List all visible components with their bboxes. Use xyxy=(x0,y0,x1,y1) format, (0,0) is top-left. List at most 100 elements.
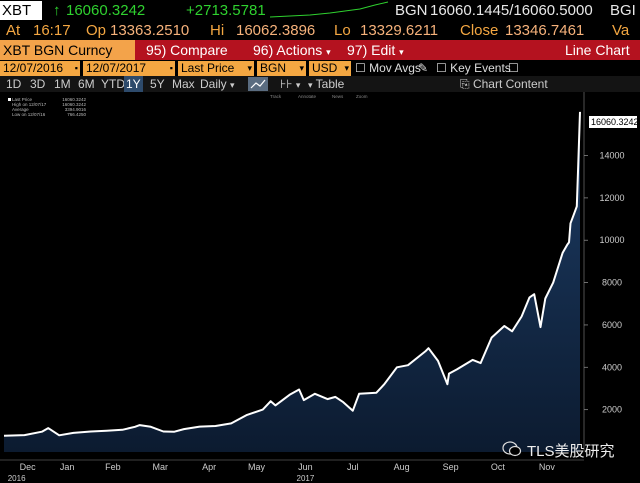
source-select[interactable]: BGN ▾ xyxy=(257,61,306,76)
x-tick-label: Jan xyxy=(60,462,75,472)
bid-ask: 16060.1445/16060.5000 xyxy=(430,2,593,19)
range-6m[interactable]: 6M xyxy=(78,77,95,91)
zoom-tool[interactable]: Zoom xyxy=(356,94,368,99)
chart-type-label: Line Chart xyxy=(565,42,630,58)
key-events-label: Key Events xyxy=(450,61,511,75)
quote-line-2: At 16:17 Op 13363.2510 Hi 16062.3896 Lo … xyxy=(0,21,640,41)
chart-content-label: Chart Content xyxy=(472,77,548,91)
mini-sparkline xyxy=(270,1,389,18)
security-title[interactable]: XBT BGN Curncy xyxy=(0,40,135,60)
at-label: At xyxy=(6,22,21,39)
legend-name: Low on 12/07/16 xyxy=(12,112,46,117)
bar-style-icon[interactable]: ⊦⊦ ▾ xyxy=(280,77,301,91)
legend-row: Average 3394.9016 xyxy=(8,107,86,112)
price-change: +2713.5781 xyxy=(186,2,266,19)
line-chart-icon[interactable] xyxy=(248,77,268,91)
legend-name: Average xyxy=(12,107,29,112)
range-max[interactable]: Max xyxy=(172,77,195,91)
legend-value: 16060.3242 xyxy=(62,102,86,107)
table-label: Table xyxy=(315,77,345,91)
x-tick-label: Dec xyxy=(20,462,37,472)
range-5y[interactable]: 5Y xyxy=(150,77,165,91)
price-chart[interactable]: 2000 4000 6000 8000 10000 12000 14000 Dec Jan Fe… xyxy=(0,92,640,483)
x-tick-label: Mar xyxy=(152,462,168,472)
menu-bar: XBT BGN Curncy 95) Compare 96) Actions ▾… xyxy=(0,40,640,60)
table-toggle[interactable]: ▾ Table xyxy=(308,76,344,93)
x-tick-label: Aug xyxy=(394,462,410,472)
edit-menu[interactable]: 97) Edit ▾ xyxy=(347,40,404,62)
y-tick-label: 8000 xyxy=(602,278,622,288)
legend-value: 3394.9016 xyxy=(64,107,86,112)
legend-name: Last Price xyxy=(12,97,33,102)
legend-row: Low on 12/07/16 766.4250 xyxy=(8,112,86,117)
x-tick-label: Jul xyxy=(347,462,359,472)
source-value: BGN xyxy=(260,61,287,75)
end-date-field[interactable]: 12/07/2017 ▪ xyxy=(83,61,175,76)
last-price: 16060.3242 xyxy=(66,2,146,19)
end-date-value: 12/07/2017 xyxy=(86,61,147,75)
table-caret-icon: ▾ xyxy=(308,80,313,90)
actions-menu[interactable]: 96) Actions ▾ xyxy=(253,40,331,62)
frequency-select[interactable]: Daily ▾ xyxy=(200,76,235,93)
track-tool[interactable]: Track xyxy=(270,94,282,99)
currency-value: USD xyxy=(312,61,338,75)
wechat-icon xyxy=(502,441,522,457)
chart-content-icon: ⎘ xyxy=(460,77,470,91)
dropdown-caret-icon: ▾ xyxy=(230,80,235,90)
at-time: 16:17 xyxy=(33,22,71,39)
volume-label: Va xyxy=(612,22,630,39)
compare-menu[interactable]: 95) Compare xyxy=(146,40,228,60)
pencil-icon[interactable]: ✎ xyxy=(418,61,429,75)
x-tick-label: May xyxy=(248,462,266,472)
series-area-fill xyxy=(4,111,580,453)
actions-caret-icon: ▾ xyxy=(326,47,331,57)
up-arrow-icon: ↑ xyxy=(53,2,61,19)
key-events-checkbox[interactable]: ☐ Key Events xyxy=(436,61,511,75)
open-label: Op xyxy=(86,22,107,39)
ticker-box[interactable]: XBT xyxy=(0,1,42,20)
range-ytd[interactable]: YTD xyxy=(101,77,125,91)
watermark-text: TLS美股研究 xyxy=(527,443,615,460)
frequency-value: Daily xyxy=(200,77,227,91)
range-1y[interactable]: 1Y xyxy=(124,76,143,92)
range-bar: 1D 3D 1M 6M YTD 1Y 5Y Max Daily ▾ ⊦⊦ ▾ ▾… xyxy=(0,76,640,167)
low-label: Lo xyxy=(334,22,351,39)
calendar-caret-icon: ▪ xyxy=(74,63,78,73)
news-tool[interactable]: News xyxy=(332,94,344,99)
high-label: Hi xyxy=(210,22,225,39)
x-tick-label: Nov xyxy=(539,462,556,472)
annotate-tool[interactable]: Annotate xyxy=(298,94,317,99)
start-date-value: 12/07/2016 xyxy=(3,61,64,75)
x-tick-label: Sep xyxy=(443,462,459,472)
edit-caret-icon: ▾ xyxy=(399,47,404,57)
x-year-label: 2017 xyxy=(297,474,315,483)
calendar-caret-icon: ▪ xyxy=(169,63,173,73)
x-tick-label: Oct xyxy=(491,462,506,472)
range-1m[interactable]: 1M xyxy=(54,77,71,91)
y-tick-label: 12000 xyxy=(599,193,624,203)
currency-select[interactable]: USD ▾ xyxy=(309,61,351,76)
y-tick-label: 14000 xyxy=(599,151,624,161)
high-value: 16062.3896 xyxy=(236,22,316,39)
compare-label: 95) Compare xyxy=(146,42,228,58)
y-tick-label: 4000 xyxy=(602,362,622,372)
low-value: 13329.6211 xyxy=(360,22,439,39)
quote-line-1: XBT ↑ 16060.3242 +2713.5781 BGN 16060.14… xyxy=(0,0,640,22)
close-value: 13346.7461 xyxy=(505,22,585,39)
legend-value: 16060.3242 xyxy=(62,97,86,102)
legend-row: High on 12/07/17 16060.3242 xyxy=(8,102,86,107)
mov-avgs-checkbox[interactable]: ☐ Mov Avgs xyxy=(355,61,421,75)
actions-label: 96) Actions xyxy=(253,42,323,58)
start-date-field[interactable]: 12/07/2016 ▪ xyxy=(0,61,80,76)
range-1d[interactable]: 1D xyxy=(6,77,22,91)
key-events-settings-icon[interactable]: ☐ xyxy=(508,61,519,75)
chart-content-button[interactable]: ⎘ Chart Content xyxy=(460,76,548,92)
price-field-value: Last Price xyxy=(181,61,235,75)
close-label: Close xyxy=(460,22,499,39)
series-line xyxy=(3,111,581,437)
mov-avgs-label: Mov Avgs xyxy=(369,61,421,75)
price-field-select[interactable]: Last Price ▾ xyxy=(178,61,254,76)
legend-swatch xyxy=(8,98,11,101)
x-year-label: 2016 xyxy=(8,474,26,483)
range-3d[interactable]: 3D xyxy=(30,77,46,91)
